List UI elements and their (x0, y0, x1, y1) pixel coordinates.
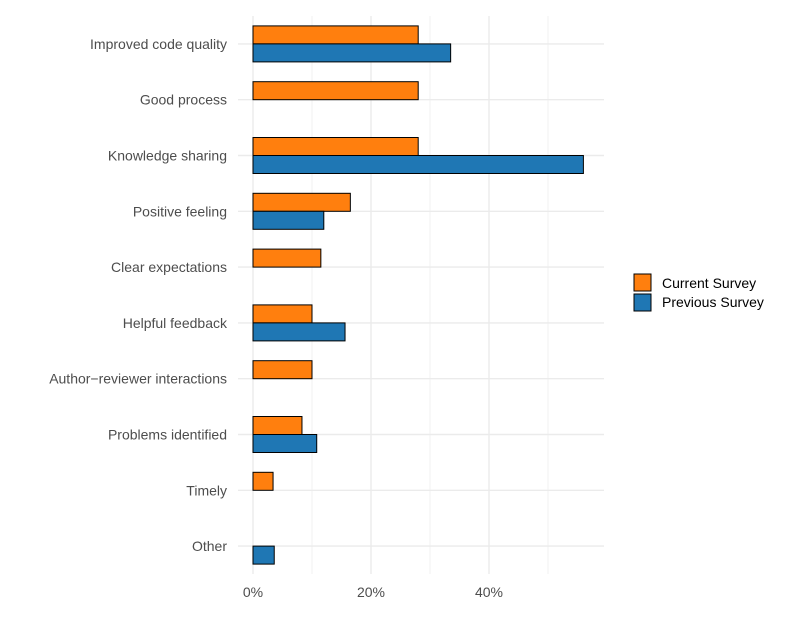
bars (252, 25, 584, 565)
category-label: Helpful feedback (123, 315, 228, 331)
legend: Current Survey Previous Survey (633, 273, 764, 312)
category-labels: Improved code quality Good process Knowled… (49, 36, 228, 554)
category-label: Knowledge sharing (108, 148, 227, 164)
category-label: Other (192, 538, 227, 554)
bar-current-survey (252, 304, 313, 324)
x-tick-label: 0% (243, 584, 263, 600)
category-label: Good process (140, 92, 227, 108)
category-label: Author−reviewer interactions (49, 371, 227, 387)
bar-previous-survey (252, 155, 584, 174)
x-tick-labels: 0% 20% 40% (243, 584, 503, 600)
bar-current-survey (252, 471, 274, 491)
category-label: Positive feeling (133, 203, 227, 219)
minor-gridlines (311, 16, 549, 574)
bar-current-survey (252, 81, 419, 101)
bar-previous-survey (252, 43, 452, 63)
x-tick-label: 20% (357, 584, 385, 600)
bar-current-survey (252, 137, 419, 156)
bar-current-survey (252, 192, 351, 212)
legend-key-previous-survey (633, 293, 652, 312)
bar-current-survey (252, 25, 419, 45)
category-label: Problems identified (108, 427, 227, 443)
category-label: Timely (186, 482, 227, 498)
category-label: Improved code quality (90, 36, 227, 52)
bar-current-survey (252, 416, 303, 435)
bar-previous-survey (252, 545, 275, 565)
legend-key-current-survey (633, 273, 652, 292)
bar-previous-survey (252, 322, 346, 342)
bar-previous-survey (252, 434, 318, 453)
bar-previous-survey (252, 210, 325, 230)
bar-current-survey (252, 248, 322, 268)
x-tick-label: 40% (475, 584, 503, 600)
legend-label-previous-survey: Previous Survey (662, 294, 764, 310)
legend-label-current-survey: Current Survey (662, 275, 756, 291)
bar-current-survey (252, 360, 313, 380)
category-label: Clear expectations (111, 259, 227, 275)
